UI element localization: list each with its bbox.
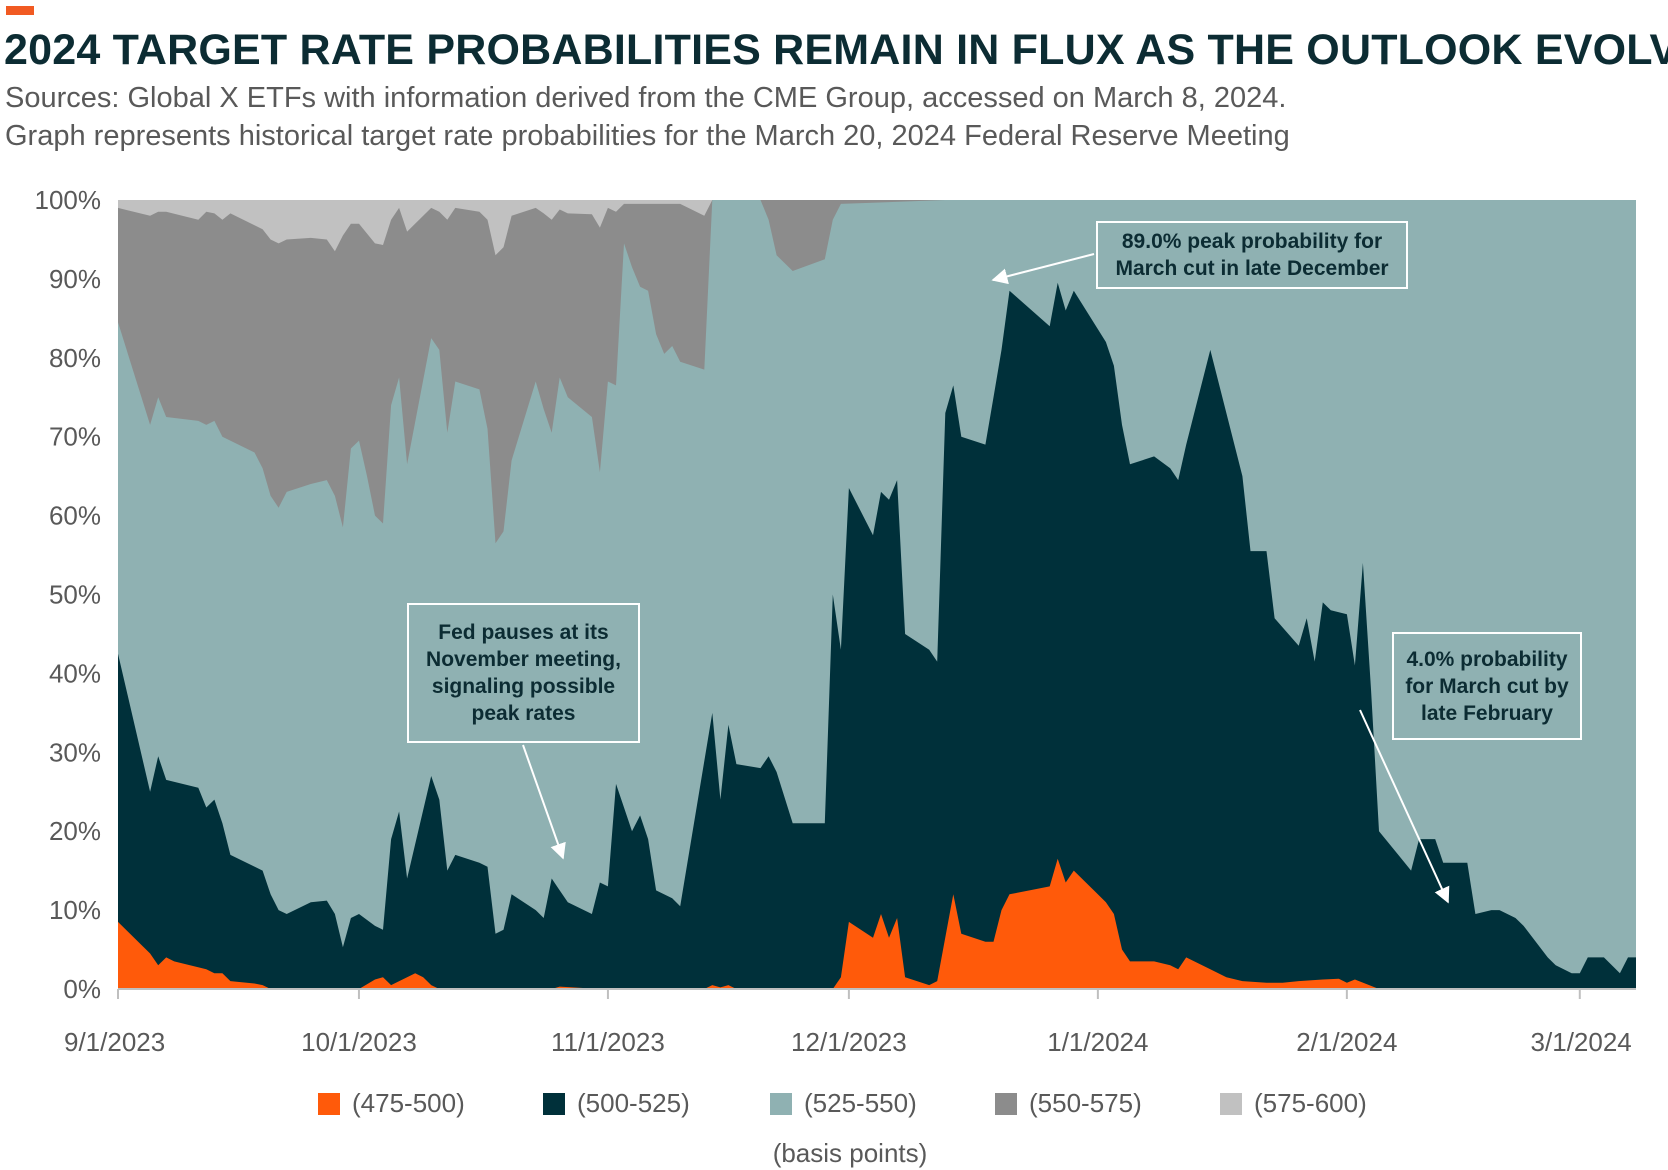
x-tick-label: 2/1/2024 — [1296, 1027, 1397, 1057]
y-tick-label: 50% — [49, 580, 101, 610]
chart-areas — [118, 200, 1636, 989]
legend-item: (550-575) — [995, 1088, 1142, 1119]
legend-swatch — [995, 1092, 1017, 1115]
x-tick-label: 10/1/2023 — [301, 1027, 417, 1057]
chart-title: 2024 TARGET RATE PROBABILITIES REMAIN IN… — [4, 26, 1668, 74]
legend-label: (500-525) — [577, 1088, 690, 1118]
y-tick-label: 10% — [49, 895, 101, 925]
legend-note: (basis points) — [772, 1138, 928, 1168]
chart-subtitle-sources: Sources: Global X ETFs with information … — [5, 82, 1287, 114]
y-tick-label: 40% — [49, 658, 101, 688]
area-series-1 — [118, 858, 1636, 989]
legend-swatch — [1220, 1092, 1242, 1115]
annotation-peak-arrow — [991, 253, 1095, 285]
x-tick-label: 11/1/2023 — [551, 1027, 665, 1057]
y-tick-label: 30% — [49, 737, 101, 767]
legend-swatch — [543, 1092, 565, 1115]
legend-item: (575-600) — [1220, 1088, 1367, 1119]
legend-label: (525-550) — [804, 1088, 917, 1118]
legend-item: (525-550) — [770, 1088, 917, 1119]
y-tick-label: 60% — [49, 501, 101, 531]
x-tick-label: 9/1/2023 — [64, 1027, 165, 1057]
y-tick-label: 80% — [49, 343, 101, 373]
annotation-pause-arrow — [522, 744, 566, 860]
area-series-2 — [118, 282, 1636, 989]
annotation-pause: Fed pauses at its November meeting, sign… — [407, 603, 640, 743]
annotation-peak-text: 89.0% peak probability for March cut in … — [1115, 230, 1389, 280]
x-tick-label: 3/1/2024 — [1531, 1027, 1632, 1057]
y-tick-label: 90% — [49, 264, 101, 294]
annotation-peak: 89.0% peak probability for March cut in … — [1096, 221, 1408, 289]
legend-label: (475-500) — [352, 1088, 465, 1118]
accent-bar — [6, 6, 34, 15]
annotation-arrows — [522, 253, 1450, 904]
annotation-late-text: 4.0% probability for March cut by late F… — [1405, 647, 1569, 725]
x-tick-label: 12/1/2023 — [791, 1027, 907, 1057]
annotation-late-arrow — [1359, 709, 1450, 904]
chart-subtitle-description: Graph represents historical target rate … — [5, 120, 1290, 152]
annotation-pause-text: Fed pauses at its November meeting, sign… — [426, 621, 621, 725]
y-tick-label: 0% — [63, 974, 101, 1004]
chart-axes: 9/1/2023 10/1/2023 11/1/2023 12/1/2023 1/1/2… — [35, 185, 1636, 1057]
legend-swatch — [318, 1092, 340, 1115]
legend-swatch — [770, 1092, 792, 1115]
y-tick-label: 20% — [49, 816, 101, 846]
legend-label: (550-575) — [1029, 1088, 1142, 1118]
x-tick-label: 1/1/2024 — [1047, 1027, 1148, 1057]
annotation-late: 4.0% probability for March cut by late F… — [1392, 632, 1582, 740]
y-tick-label: 70% — [49, 422, 101, 452]
legend-label: (575-600) — [1254, 1088, 1367, 1118]
y-tick-label: 100% — [35, 185, 102, 215]
legend-item: (500-525) — [543, 1088, 690, 1119]
stacked-area-chart: 9/1/2023 10/1/2023 11/1/2023 12/1/2023 1/1/2… — [35, 185, 1636, 1057]
legend-item: (475-500) — [318, 1088, 465, 1119]
